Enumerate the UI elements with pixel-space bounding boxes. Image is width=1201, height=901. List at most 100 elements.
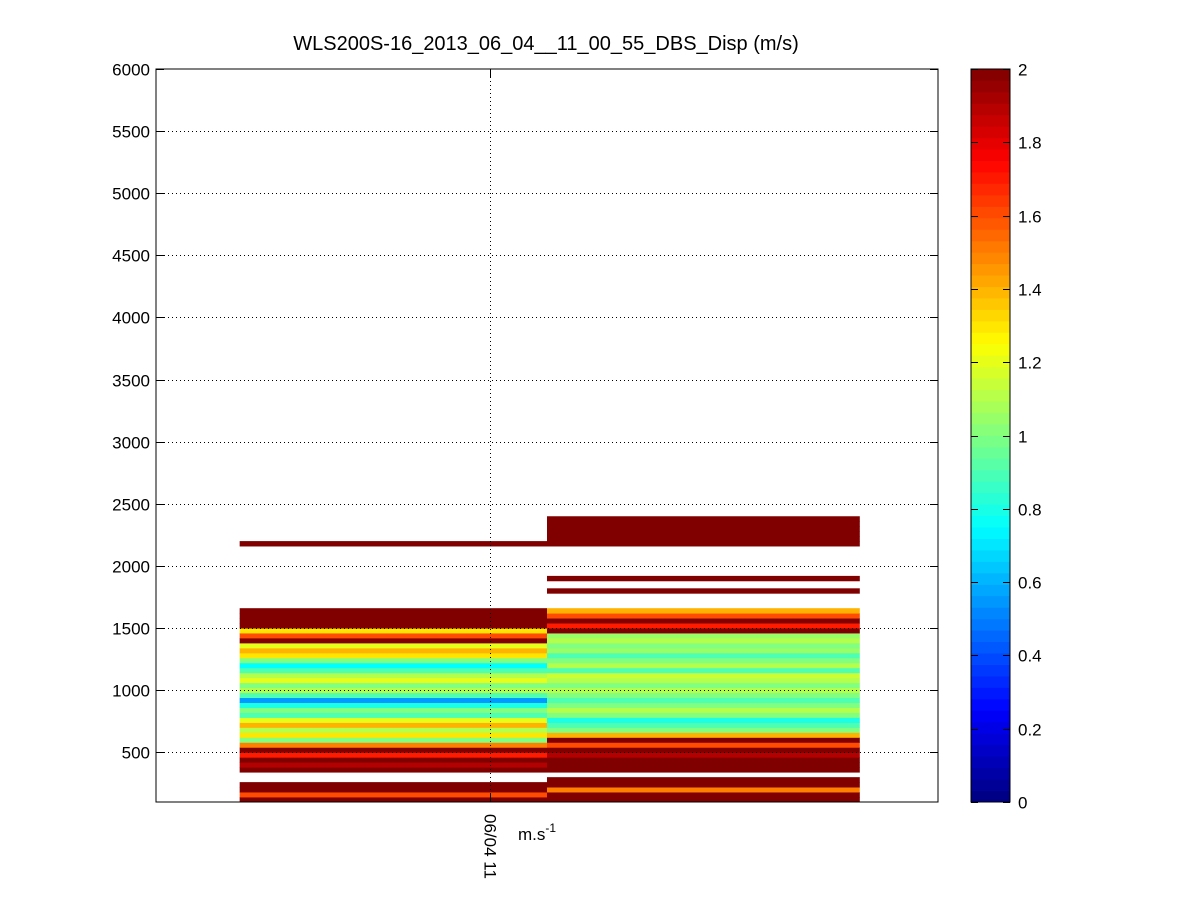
heatmap-cell-col1-20 — [547, 692, 860, 699]
colorbar-step-61 — [971, 91, 1010, 104]
colorbar-step-17 — [971, 595, 1010, 608]
colorbar-step-26 — [971, 492, 1010, 505]
colorbar-tick-label-8: 1.6 — [1018, 208, 1042, 227]
colorbar-step-27 — [971, 481, 1010, 494]
colorbar-step-29 — [971, 458, 1010, 471]
heatmap-cell-col0-29 — [239, 642, 548, 649]
heatmap-cell-col1-23 — [547, 677, 860, 684]
heatmap-cell-col0-0 — [239, 797, 548, 803]
heatmap-cell-col1-18 — [547, 702, 860, 708]
colorbar-step-1 — [971, 779, 1010, 791]
colorbar-step-48 — [971, 240, 1010, 253]
colorbar-frame — [970, 68, 1011, 803]
heatmap-cell-col1-39 — [547, 575, 860, 582]
colorbar-step-4 — [971, 744, 1010, 757]
y-tick-label-10: 5500 — [112, 123, 150, 142]
heatmap-cell-col1-21 — [547, 687, 860, 694]
heatmap-cell-col1-31 — [547, 638, 860, 644]
heatmap-cell-col0-13 — [239, 722, 548, 728]
heatmap-cell-col0-14 — [239, 717, 548, 723]
heatmap-cell-col0-12 — [239, 727, 548, 733]
colorbar-step-25 — [971, 504, 1010, 517]
plot-frame — [155, 68, 939, 803]
colorbar-step-20 — [971, 561, 1010, 574]
heatmap-cell-col0-28 — [239, 647, 548, 654]
y-tick-label-0: 500 — [122, 744, 150, 763]
heatmap-cell-col0-10 — [239, 737, 548, 743]
colorbar-step-24 — [971, 515, 1010, 528]
heatmap-cell-col0-3 — [239, 782, 548, 788]
heatmap-cell-col0-7 — [239, 752, 548, 758]
heatmap-cell-col1-17 — [547, 707, 860, 713]
heatmap-cell-col1-44 — [547, 521, 860, 527]
heatmap-cell-col1-10 — [547, 742, 860, 748]
heatmap-cell-col0-21 — [239, 682, 548, 689]
heatmap-cell-col1-27 — [547, 657, 860, 664]
colorbar-step-0 — [971, 790, 1010, 803]
heatmap-cell-col0-16 — [239, 707, 548, 713]
colorbar-step-2 — [971, 767, 1010, 780]
colorbar-step-63 — [971, 69, 1010, 81]
heatmap-cell-col0-32 — [239, 628, 548, 634]
plot-area: 500 1000 1500 2000 2500 3000 3500 4000 4500 5000 5… — [112, 61, 939, 879]
colorbar-step-11 — [971, 664, 1010, 677]
heatmap-cell-col0-19 — [239, 692, 548, 699]
colorbar-step-58 — [971, 126, 1010, 139]
colorbar-step-37 — [971, 366, 1010, 379]
colorbar-step-60 — [971, 103, 1010, 116]
y-tick-label-2: 1500 — [112, 620, 150, 639]
colorbar-step-10 — [971, 676, 1010, 688]
heatmap-cell-col0-34 — [239, 618, 548, 624]
colorbar-tick-label-5: 1 — [1018, 428, 1027, 447]
heatmap-cell-col1-1 — [547, 792, 860, 798]
colorbar-step-35 — [971, 389, 1010, 402]
colorbar-step-51 — [971, 206, 1010, 219]
colorbar-step-43 — [971, 298, 1010, 310]
heatmap-cell-col1-0 — [547, 797, 860, 803]
colorbar-gradient — [971, 69, 1010, 803]
colorbar-step-40 — [971, 332, 1010, 345]
colorbar-step-39 — [971, 343, 1010, 356]
heatmap-cell-col0-27 — [239, 652, 548, 659]
colorbar-tick-label-0: 0 — [1018, 794, 1027, 813]
y-tick-label-5: 3000 — [112, 434, 150, 453]
heatmap-cell-col1-3 — [547, 782, 860, 788]
colorbar-step-53 — [971, 183, 1010, 196]
colorbar-step-41 — [971, 320, 1010, 333]
heatmap-cell-col1-43 — [547, 526, 860, 532]
heatmap-cell-col1-29 — [547, 647, 860, 654]
chart-title: WLS200S-16_2013_06_04__11_00_55_DBS_Disp… — [293, 33, 799, 55]
heatmap-cell-col1-19 — [547, 697, 860, 704]
colorbar-step-34 — [971, 401, 1010, 413]
colorbar-ticks: 0 0.2 0.4 0.6 0.8 1 1.2 1.4 1.6 1.8 2 — [971, 61, 1042, 813]
colorbar-step-54 — [971, 172, 1010, 184]
heatmap-cell-col0-2 — [239, 787, 548, 793]
colorbar-step-49 — [971, 229, 1010, 242]
colorbar-step-3 — [971, 756, 1010, 769]
heatmap-cell-col1-40 — [547, 541, 860, 547]
heatmap-cell-col1-38 — [547, 588, 860, 594]
colorbar-step-44 — [971, 286, 1010, 299]
heatmap-cell-col0-1 — [239, 792, 548, 798]
colorbar-tick-label-7: 1.4 — [1018, 281, 1042, 300]
colorbar-step-8 — [971, 698, 1010, 711]
y-tick-label-4: 2500 — [112, 496, 150, 515]
heatmap-cell-col1-32 — [547, 633, 860, 639]
y-tick-label-3: 2000 — [112, 558, 150, 577]
heatmap-cell-col0-20 — [239, 687, 548, 694]
colorbar-step-59 — [971, 114, 1010, 127]
heatmap-cell-col0-33 — [239, 623, 548, 629]
colorbar-step-52 — [971, 194, 1010, 207]
colorbar-step-21 — [971, 550, 1010, 562]
y-axis-ticks: 500 1000 1500 2000 2500 3000 3500 4000 4500 5000 5… — [112, 61, 938, 763]
heatmap-cell-col0-8 — [239, 747, 548, 753]
y-tick-label-8: 4500 — [112, 247, 150, 266]
heatmap-cell-col1-4 — [547, 777, 860, 783]
colorbar-step-14 — [971, 630, 1010, 643]
colorbar-step-19 — [971, 572, 1010, 585]
colorbar-step-32 — [971, 424, 1010, 436]
heatmap-cell-col0-5 — [239, 762, 548, 768]
heatmap-cell-col1-35 — [547, 618, 860, 624]
heatmap-cell-col1-2 — [547, 787, 860, 793]
